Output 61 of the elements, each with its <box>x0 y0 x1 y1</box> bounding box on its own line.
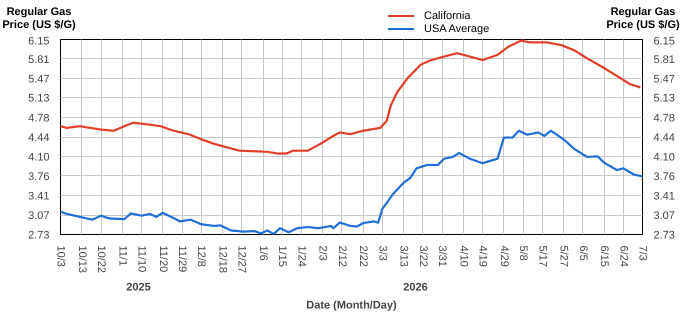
x-tick-label: 2/12 <box>336 246 348 267</box>
y2-tick-label: 3.07 <box>654 210 675 222</box>
x-tick-label: 6/5 <box>576 246 589 261</box>
x-tick-label: 4/29 <box>498 246 510 267</box>
y-tick-label: 5.13 <box>28 92 50 105</box>
y2-tick-label: 5.47 <box>654 73 675 86</box>
y2-tick-label: 3.76 <box>654 170 675 183</box>
x-tick-label: 3/13 <box>398 246 410 267</box>
y2-tick-label: 3.41 <box>654 190 675 203</box>
x-tick-label: 11/10 <box>136 246 148 272</box>
x-tick-label: 11/20 <box>156 246 169 272</box>
y-tick-label: 3.07 <box>28 210 50 222</box>
x-tick-label: 4/10 <box>457 246 470 267</box>
y2-tick-label: 4.78 <box>654 112 675 125</box>
text: 2025 <box>126 282 151 294</box>
x-tick-label: 11/29 <box>176 246 188 272</box>
y2-tick-label: 5.13 <box>654 92 675 105</box>
y-tick-label: 3.41 <box>28 190 50 203</box>
x-tick-label: 1/6 <box>257 246 270 261</box>
y-tick-label: 4.10 <box>28 151 50 164</box>
text: 2026 <box>403 282 428 294</box>
y2-tick-label: 4.44 <box>654 132 675 144</box>
y2-tick-label: 2.73 <box>654 230 675 242</box>
y-tick-label: 4.78 <box>28 112 50 125</box>
y2-tick-label: 6.15 <box>654 36 675 48</box>
x-tick-label: 11/1 <box>116 246 128 266</box>
y-tick-label: 5.81 <box>28 54 50 66</box>
x-tick-label: 12/8 <box>195 246 208 267</box>
x-tick-label: 2/3 <box>316 246 329 261</box>
x-tick-label: 1/24 <box>295 246 308 267</box>
line-series <box>60 40 642 155</box>
y-tick-label: 4.44 <box>28 132 50 144</box>
x-tick-label: 1/15 <box>276 246 288 267</box>
x-tick-label: 12/27 <box>236 246 248 274</box>
y-tick-label: 5.47 <box>28 73 50 86</box>
x-tick-label: 2/22 <box>357 246 370 267</box>
y-axis-title: Regular Gas Price (US $/G) <box>1 6 77 32</box>
y-tick-label: 3.76 <box>28 170 50 183</box>
legend-label: USA Average <box>423 23 490 36</box>
x-tick-label: 6/24 <box>617 246 630 267</box>
x-tick-label: 5/27 <box>558 246 570 267</box>
x-tick-label: 3/31 <box>436 246 448 267</box>
x-tick-label: 6/15 <box>598 246 610 267</box>
y2-tick-label: 4.10 <box>654 151 675 164</box>
y-tick-label: 2.73 <box>28 230 50 242</box>
x-tick-label: 12/18 <box>216 246 229 274</box>
x-axis-title: Date (Month/Day) <box>306 300 398 312</box>
x-tick-label: 5/17 <box>536 246 548 267</box>
x-tick-label: 10/22 <box>95 246 108 274</box>
y-tick-label: 6.15 <box>28 36 50 48</box>
x-tick-label: 3/22 <box>416 246 429 267</box>
x-tick-label: 5/8 <box>517 246 530 261</box>
x-tick-label: 3/3 <box>376 246 388 261</box>
line-series <box>60 130 642 234</box>
y2-axis-title: Regular Gas Price (US $/G) <box>605 6 681 32</box>
x-tick-label: 10/13 <box>76 246 88 274</box>
y2-tick-label: 5.81 <box>654 54 675 66</box>
x-tick-label: 10/3 <box>54 246 66 267</box>
x-tick-label: 4/19 <box>476 246 489 267</box>
legend-label: California <box>423 10 470 23</box>
x-tick-label: 7/3 <box>636 246 648 261</box>
